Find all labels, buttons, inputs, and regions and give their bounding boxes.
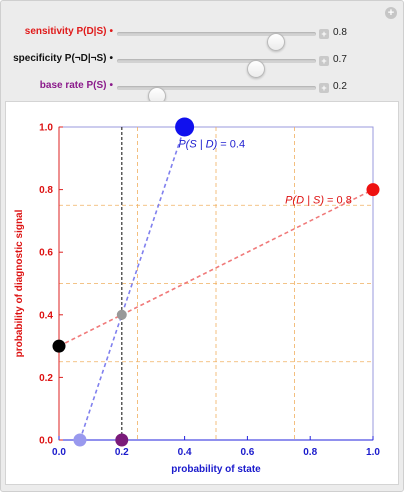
y-tick-label: 0.8 bbox=[39, 185, 53, 196]
point-light-blue bbox=[73, 433, 87, 447]
sensitivity-slider-thumb[interactable] bbox=[267, 33, 286, 51]
point-gray bbox=[116, 309, 127, 320]
x-axis-label: probability of state bbox=[171, 464, 261, 475]
sensitivity-slider-row: sensitivity P(D|S) • + 0.8 bbox=[1, 24, 404, 51]
y-tick-label: 0.4 bbox=[39, 310, 53, 321]
point-purple bbox=[115, 433, 129, 447]
point-blue bbox=[175, 117, 195, 137]
specificity-expand-icon[interactable]: + bbox=[319, 56, 329, 66]
y-axis-label: probability of diagnostic signal bbox=[14, 209, 25, 357]
point-black bbox=[52, 339, 66, 353]
y-tick-label: 0.0 bbox=[39, 436, 53, 447]
y-tick-label: 0.6 bbox=[39, 248, 53, 259]
specificity-slider-row: specificity P(¬D|¬S) • + 0.7 bbox=[1, 51, 404, 78]
y-tick-label: 0.2 bbox=[39, 373, 53, 384]
bayes-plot: 0.0 0.2 0.4 0.6 0.8 1.0 0.0 0.2 0.4 0.6 0.8 1.0 prob… bbox=[14, 117, 380, 475]
x-tick-label: 1.0 bbox=[366, 447, 380, 458]
sensitivity-slider[interactable] bbox=[117, 32, 316, 51]
specificity-slider[interactable] bbox=[117, 59, 316, 78]
base-rate-expand-icon[interactable]: + bbox=[319, 83, 329, 93]
sensitivity-value: 0.8 bbox=[333, 27, 347, 38]
probability-line bbox=[79, 126, 186, 441]
sensitivity-expand-icon[interactable]: + bbox=[319, 29, 329, 39]
x-tick-label: 0.2 bbox=[115, 447, 129, 458]
specificity-value: 0.7 bbox=[333, 54, 347, 65]
annotation-p-d-given-s: P(D | S) = 0.8 bbox=[285, 195, 352, 207]
x-tick-label: 0.6 bbox=[240, 447, 254, 458]
base-rate-value: 0.2 bbox=[333, 81, 347, 92]
specificity-slider-thumb[interactable] bbox=[247, 60, 266, 78]
base-rate-slider[interactable] bbox=[117, 86, 316, 105]
x-tick-label: 0.8 bbox=[303, 447, 317, 458]
probability-line bbox=[58, 188, 374, 347]
base-rate-label: base rate P(S) • bbox=[39, 80, 113, 91]
annotation-p-s-given-d: P(S | D) = 0.4 bbox=[178, 138, 245, 150]
y-tick-label: 1.0 bbox=[39, 123, 53, 134]
options-plus-icon[interactable]: + bbox=[385, 7, 397, 19]
specificity-label: specificity P(¬D|¬S) • bbox=[13, 53, 113, 64]
x-tick-label: 0.4 bbox=[178, 447, 192, 458]
base-rate-slider-row: base rate P(S) • + 0.2 bbox=[1, 78, 404, 105]
x-tick-label: 0.0 bbox=[52, 447, 66, 458]
point-red bbox=[366, 183, 380, 197]
plot-panel: 0.0 0.2 0.4 0.6 0.8 1.0 0.0 0.2 0.4 0.6 0.8 1.0 prob… bbox=[5, 101, 399, 485]
sensitivity-label: sensitivity P(D|S) • bbox=[24, 26, 113, 37]
